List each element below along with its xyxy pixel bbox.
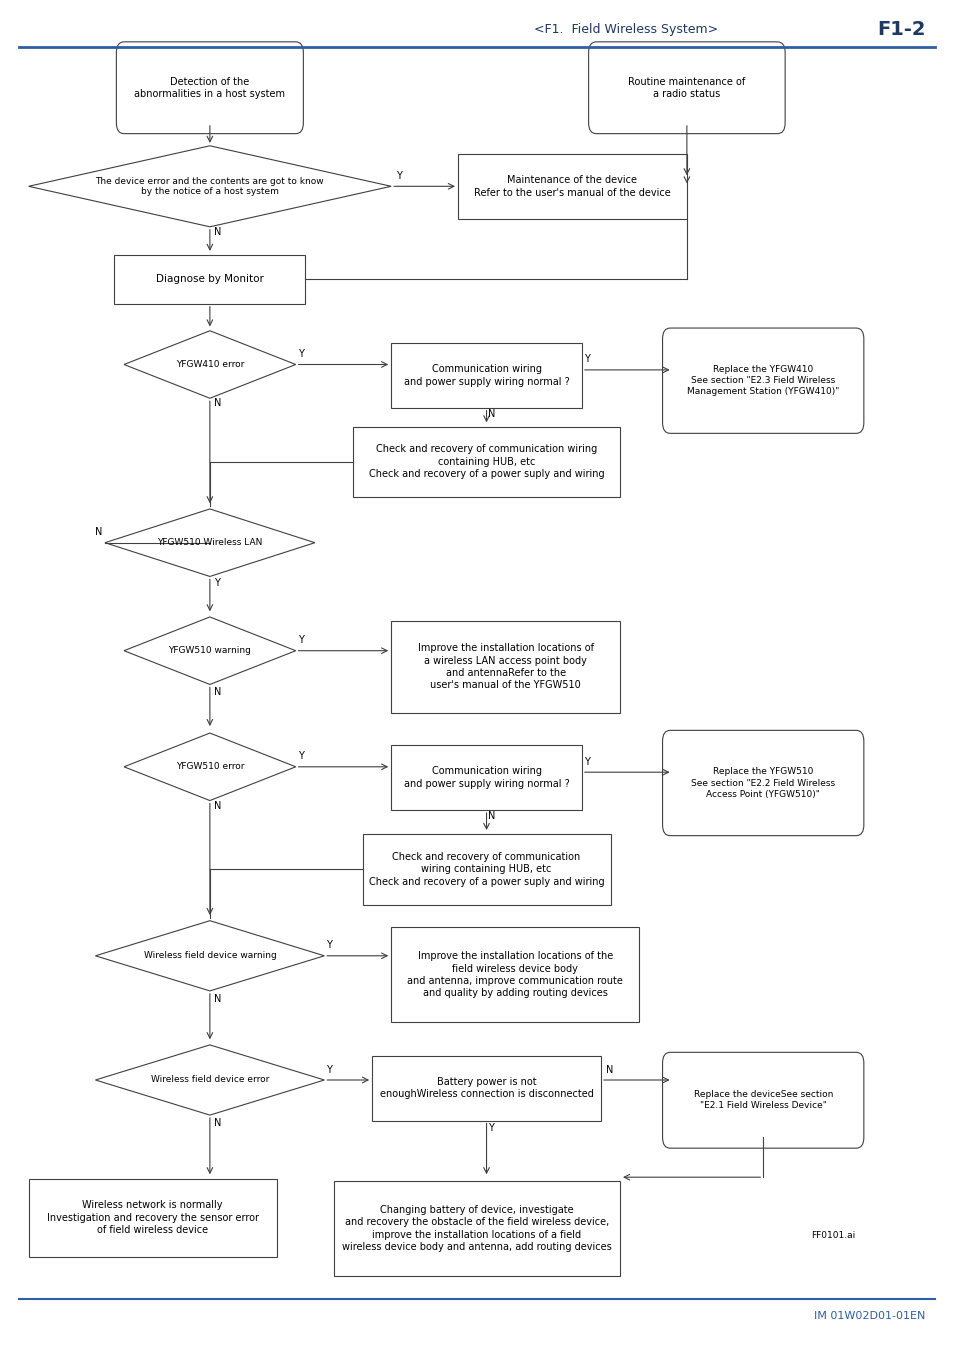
- Text: Check and recovery of communication wiring
containing HUB, etc
Check and recover: Check and recovery of communication wiri…: [369, 444, 603, 479]
- FancyBboxPatch shape: [116, 42, 303, 134]
- Polygon shape: [95, 1045, 324, 1115]
- FancyBboxPatch shape: [362, 834, 610, 904]
- Polygon shape: [95, 921, 324, 991]
- Text: N: N: [605, 1065, 613, 1075]
- Text: Maintenance of the device
Refer to the user's manual of the device: Maintenance of the device Refer to the u…: [474, 176, 670, 197]
- Text: Wireless field device error: Wireless field device error: [151, 1076, 269, 1084]
- FancyBboxPatch shape: [661, 730, 862, 836]
- FancyBboxPatch shape: [391, 927, 639, 1022]
- Text: Replace the YFGW410
See section "E2.3 Field Wireless
Management Station (YFGW410: Replace the YFGW410 See section "E2.3 Fi…: [686, 364, 839, 397]
- FancyBboxPatch shape: [391, 343, 581, 408]
- Text: Y: Y: [488, 1123, 494, 1133]
- Text: N: N: [488, 811, 496, 821]
- Text: Y: Y: [326, 1065, 332, 1075]
- Text: N: N: [213, 801, 221, 810]
- Text: N: N: [488, 409, 496, 418]
- Text: Wireless field device warning: Wireless field device warning: [143, 952, 276, 960]
- Text: YFGW510 error: YFGW510 error: [175, 763, 244, 771]
- Text: N: N: [213, 994, 221, 1003]
- FancyBboxPatch shape: [372, 1056, 600, 1120]
- Polygon shape: [29, 146, 391, 227]
- Text: Changing battery of device, investigate
and recovery the obstacle of the field w: Changing battery of device, investigate …: [342, 1206, 611, 1251]
- Text: Replace the YFGW510
See section "E2.2 Field Wireless
Access Point (YFGW510)": Replace the YFGW510 See section "E2.2 Fi…: [690, 767, 835, 799]
- Text: Battery power is not
enoughWireless connection is disconnected: Battery power is not enoughWireless conn…: [379, 1077, 593, 1099]
- FancyBboxPatch shape: [391, 621, 619, 713]
- Text: Y: Y: [297, 350, 303, 359]
- Text: YFGW510 warning: YFGW510 warning: [169, 647, 251, 655]
- FancyBboxPatch shape: [29, 1179, 276, 1257]
- Text: Y: Y: [213, 578, 219, 587]
- Text: YFGW410 error: YFGW410 error: [175, 360, 244, 369]
- Text: The device error and the contents are got to know
by the notice of a host system: The device error and the contents are go…: [95, 177, 324, 196]
- FancyBboxPatch shape: [457, 154, 686, 219]
- Polygon shape: [124, 331, 295, 398]
- FancyBboxPatch shape: [661, 328, 862, 433]
- Polygon shape: [124, 733, 295, 801]
- Text: N: N: [213, 1118, 221, 1127]
- Polygon shape: [124, 617, 295, 684]
- Text: Replace the deviceSee section
"E2.1 Field Wireless Device": Replace the deviceSee section "E2.1 Fiel…: [693, 1091, 832, 1110]
- Text: Diagnose by Monitor: Diagnose by Monitor: [155, 274, 264, 285]
- FancyBboxPatch shape: [334, 1181, 619, 1276]
- FancyBboxPatch shape: [588, 42, 784, 134]
- Text: Y: Y: [583, 757, 589, 767]
- Text: Y: Y: [326, 941, 332, 950]
- Text: Check and recovery of communication
wiring containing HUB, etc
Check and recover: Check and recovery of communication wiri…: [369, 852, 603, 887]
- Text: FF0101.ai: FF0101.ai: [810, 1231, 854, 1239]
- Text: Improve the installation locations of the
field wireless device body
and antenna: Improve the installation locations of th…: [407, 952, 622, 998]
- Text: N: N: [95, 526, 103, 537]
- Polygon shape: [105, 509, 314, 576]
- Text: YFGW510 Wireless LAN: YFGW510 Wireless LAN: [157, 539, 262, 547]
- Text: Y: Y: [583, 355, 589, 364]
- Text: Y: Y: [297, 636, 303, 645]
- Text: IM 01W02D01-01EN: IM 01W02D01-01EN: [813, 1311, 924, 1322]
- Text: Wireless network is normally
Investigation and recovery the sensor error
of fiel: Wireless network is normally Investigati…: [47, 1200, 258, 1235]
- Text: N: N: [213, 398, 221, 408]
- Text: F1-2: F1-2: [876, 20, 924, 39]
- Text: N: N: [213, 687, 221, 697]
- Text: Routine maintenance of
a radio status: Routine maintenance of a radio status: [628, 77, 744, 99]
- Text: Communication wiring
and power supply wiring normal ?: Communication wiring and power supply wi…: [403, 767, 569, 788]
- Text: N: N: [213, 227, 221, 236]
- Text: <F1.  Field Wireless System>: <F1. Field Wireless System>: [534, 23, 718, 36]
- Text: Communication wiring
and power supply wiring normal ?: Communication wiring and power supply wi…: [403, 364, 569, 386]
- FancyBboxPatch shape: [353, 427, 619, 497]
- Text: Y: Y: [395, 171, 401, 181]
- Text: Improve the installation locations of
a wireless LAN access point body
and anten: Improve the installation locations of a …: [417, 644, 593, 690]
- FancyBboxPatch shape: [661, 1053, 862, 1148]
- FancyBboxPatch shape: [114, 255, 305, 304]
- Text: Y: Y: [297, 752, 303, 761]
- FancyBboxPatch shape: [391, 745, 581, 810]
- Text: Detection of the
abnormalities in a host system: Detection of the abnormalities in a host…: [134, 77, 285, 99]
